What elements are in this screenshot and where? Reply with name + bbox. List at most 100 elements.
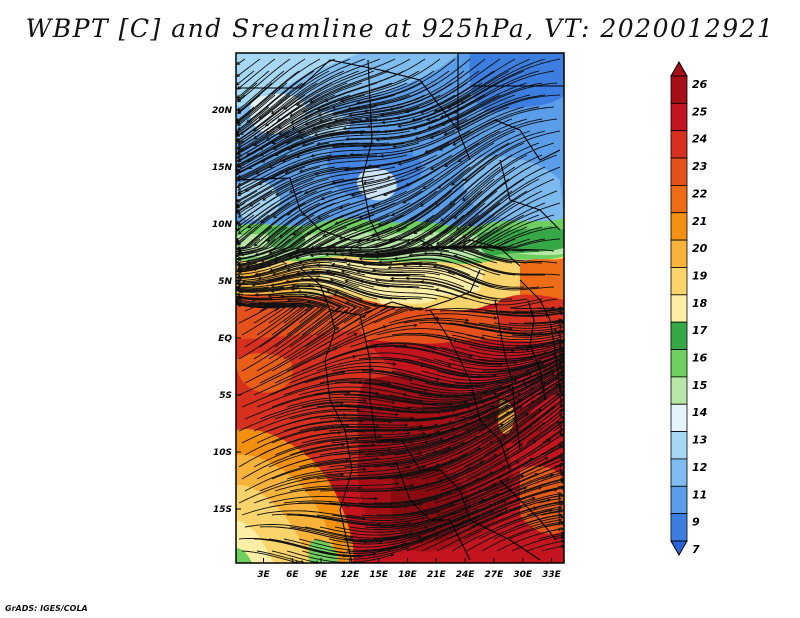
streamline-arrow (362, 429, 367, 434)
streamline (266, 190, 363, 242)
streamline-arrow (378, 260, 382, 264)
streamline (454, 373, 554, 420)
streamline (236, 202, 306, 249)
streamline (523, 493, 562, 504)
streamline (237, 238, 336, 270)
streamline-arrow (251, 298, 256, 302)
streamline-arrow (557, 307, 562, 312)
streamline-arrow (558, 518, 563, 522)
streamline (418, 393, 521, 432)
streamline (246, 214, 345, 263)
streamline-arrow (255, 171, 260, 175)
streamline-arrow (525, 413, 530, 417)
streamline (391, 483, 496, 516)
streamline (463, 406, 555, 468)
streamline-arrow (362, 314, 367, 319)
streamline-arrow (362, 262, 367, 267)
streamline (463, 361, 564, 396)
streamline (425, 106, 525, 153)
streamline (409, 489, 513, 528)
streamline (271, 280, 378, 300)
streamline-arrow (493, 454, 498, 458)
streamline (529, 393, 564, 420)
streamline (406, 246, 513, 264)
streamline-arrow (356, 269, 361, 274)
streamline (268, 444, 375, 468)
colorbar-swatch (670, 403, 688, 432)
streamline (236, 70, 255, 86)
streamline (496, 528, 564, 552)
streamline-arrow (405, 276, 409, 281)
streamline (282, 271, 390, 288)
streamline (236, 214, 300, 252)
streamline (259, 399, 367, 420)
streamline (236, 226, 258, 244)
streamline-arrow (379, 406, 384, 411)
streamline (463, 322, 563, 332)
streamline (496, 395, 562, 444)
streamline-arrow (345, 458, 350, 462)
streamline-arrow (453, 338, 458, 343)
streamline-arrow (560, 453, 564, 457)
streamline-arrow (236, 228, 240, 232)
streamline (424, 405, 522, 456)
streamline-arrow (447, 363, 452, 367)
streamline (454, 154, 543, 219)
streamline-arrow (266, 278, 271, 283)
streamline (237, 166, 276, 187)
streamline (466, 421, 560, 480)
streamline (298, 386, 407, 396)
streamline (376, 370, 485, 388)
streamline (238, 226, 333, 266)
streamline-arrow (465, 318, 470, 323)
streamline (403, 500, 506, 540)
lon-label-27E: 27E (485, 570, 505, 580)
streamline (237, 274, 261, 279)
streamline-arrow (271, 302, 276, 307)
streamline (469, 441, 564, 492)
streamline (514, 473, 564, 492)
streamline (379, 423, 484, 456)
streamline-arrow (275, 192, 280, 196)
streamline (304, 82, 408, 120)
streamline-arrow (462, 520, 467, 524)
streamline-arrow (493, 316, 498, 320)
streamline-arrow (559, 520, 564, 524)
colorbar-label-22: 22 (692, 187, 708, 200)
streamline (391, 395, 499, 411)
streamline-arrow (560, 502, 564, 506)
streamline (296, 58, 396, 106)
streamline (436, 334, 545, 349)
streamline (365, 82, 468, 119)
streamline (316, 264, 426, 276)
streamline (332, 263, 441, 276)
streamline (422, 190, 513, 250)
streamline (328, 424, 438, 432)
streamline (454, 345, 562, 357)
streamline (244, 459, 349, 492)
streamline (409, 379, 517, 392)
streamline (456, 166, 546, 231)
colorbar-swatch (670, 212, 688, 241)
streamline-arrow (395, 481, 400, 486)
streamline-arrow (518, 405, 523, 410)
streamline (397, 166, 486, 232)
streamline-arrow (391, 429, 396, 433)
streamline-arrow (346, 390, 351, 395)
streamline (244, 425, 349, 456)
streamline (383, 142, 480, 196)
streamline (544, 445, 563, 456)
streamline-arrow (237, 256, 242, 261)
streamline (453, 255, 561, 276)
streamline (454, 488, 557, 528)
streamline (433, 358, 541, 371)
streamline (273, 118, 378, 150)
streamline-arrow (406, 521, 411, 525)
streamline-arrow (287, 253, 292, 258)
streamline (283, 379, 391, 396)
streamline (256, 420, 363, 444)
streamline-arrow (559, 478, 564, 483)
streamline (292, 190, 393, 236)
streamline (538, 497, 561, 504)
